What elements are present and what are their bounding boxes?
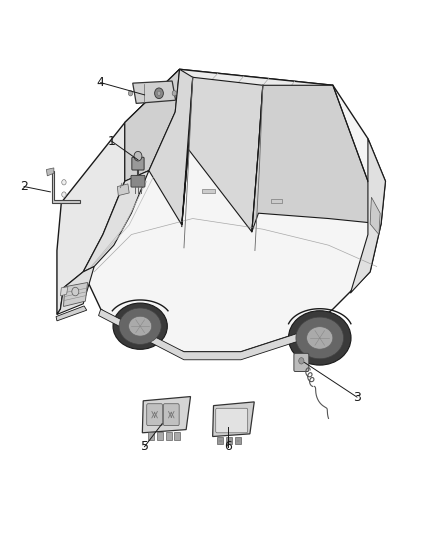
Text: 4: 4 — [97, 76, 105, 89]
Polygon shape — [213, 402, 254, 437]
Ellipse shape — [307, 327, 333, 349]
Polygon shape — [125, 69, 333, 139]
Polygon shape — [149, 69, 193, 225]
Circle shape — [157, 91, 161, 95]
Bar — [174, 432, 180, 440]
Polygon shape — [142, 397, 191, 433]
Ellipse shape — [113, 303, 167, 349]
Polygon shape — [125, 69, 180, 181]
FancyBboxPatch shape — [132, 157, 144, 170]
Ellipse shape — [129, 316, 152, 336]
Circle shape — [155, 88, 163, 99]
Text: 3: 3 — [353, 391, 361, 403]
Polygon shape — [52, 171, 80, 203]
Circle shape — [62, 180, 66, 185]
Bar — [217, 437, 223, 444]
Bar — [148, 432, 154, 440]
Polygon shape — [117, 184, 129, 196]
Polygon shape — [46, 168, 54, 176]
Polygon shape — [133, 81, 176, 103]
Ellipse shape — [296, 317, 343, 359]
Text: 2: 2 — [20, 180, 28, 193]
Bar — [271, 199, 282, 203]
Bar — [202, 189, 215, 193]
Text: 5: 5 — [141, 440, 148, 453]
Circle shape — [134, 151, 142, 161]
Polygon shape — [57, 266, 94, 314]
Polygon shape — [60, 287, 68, 296]
Circle shape — [172, 91, 177, 96]
Polygon shape — [252, 85, 381, 232]
Polygon shape — [370, 197, 380, 235]
Polygon shape — [56, 306, 87, 321]
Bar — [226, 437, 232, 444]
FancyBboxPatch shape — [163, 404, 179, 425]
Bar — [166, 432, 172, 440]
Bar — [157, 432, 163, 440]
FancyBboxPatch shape — [216, 408, 248, 433]
FancyBboxPatch shape — [294, 353, 309, 372]
Text: 1: 1 — [108, 135, 116, 148]
FancyBboxPatch shape — [131, 175, 145, 187]
Polygon shape — [99, 309, 307, 360]
Circle shape — [72, 287, 79, 296]
Ellipse shape — [289, 311, 351, 365]
Circle shape — [62, 192, 66, 197]
Polygon shape — [83, 69, 385, 352]
Polygon shape — [182, 77, 263, 232]
Bar — [235, 437, 241, 444]
FancyBboxPatch shape — [147, 404, 162, 425]
Ellipse shape — [119, 308, 161, 344]
Circle shape — [299, 358, 304, 364]
Polygon shape — [64, 282, 88, 306]
Polygon shape — [350, 139, 385, 293]
Polygon shape — [57, 123, 125, 314]
Text: 6: 6 — [224, 440, 232, 453]
Polygon shape — [83, 171, 149, 272]
Circle shape — [128, 91, 133, 96]
